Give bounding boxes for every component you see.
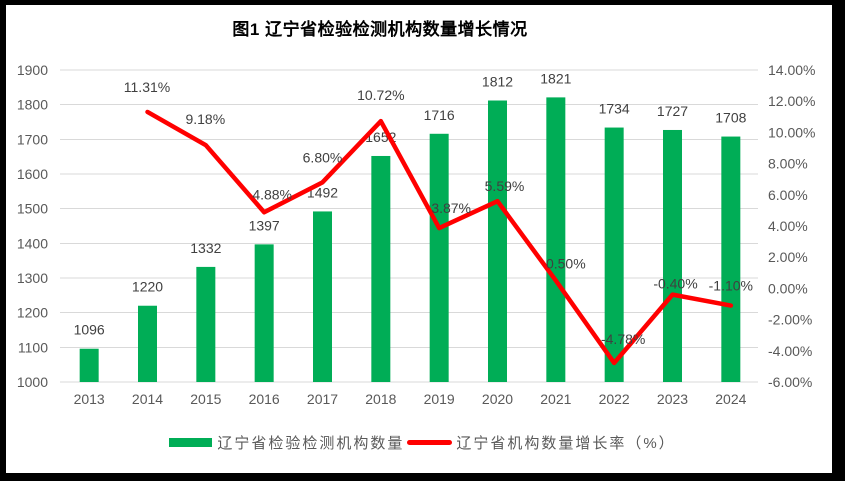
y-right-tick-label: 10.00% — [768, 124, 815, 140]
bar-label-2024: 1708 — [715, 110, 746, 126]
legend-bar-swatch-icon — [169, 437, 213, 447]
bar-label-2013: 1096 — [74, 322, 105, 338]
bar-2014 — [138, 305, 157, 382]
y-left-tick-label: 1700 — [17, 131, 48, 147]
line-label-2023: -0.40% — [653, 276, 697, 292]
y-left-tick-label: 1300 — [17, 270, 48, 286]
bar-2013 — [79, 348, 99, 382]
bar-2022 — [604, 127, 624, 383]
y-left-tick-label: 1200 — [17, 305, 48, 321]
y-right-tick-label: -4.00% — [768, 343, 812, 359]
bar-label-2023: 1727 — [657, 103, 688, 119]
legend-item-bars: 辽宁省检验检测机构数量 — [169, 432, 404, 453]
y-right-tick-label: 12.00% — [768, 93, 815, 109]
legend-line-swatch-icon — [407, 439, 453, 445]
x-tick-label: 2023 — [657, 391, 688, 407]
x-tick-label: 2022 — [599, 391, 630, 407]
growth-rate-line — [145, 109, 734, 366]
chart-title: 图1 辽宁省检验检测机构数量增长情况 — [232, 20, 528, 39]
x-tick-label: 2013 — [74, 391, 105, 407]
y-left-tick-label: 1000 — [17, 374, 48, 390]
bar-2018 — [371, 155, 391, 382]
bar-2023 — [663, 129, 682, 382]
bar-label-2020: 1812 — [482, 74, 513, 90]
x-tick-label: 2014 — [132, 391, 163, 407]
chart-legend: 辽宁省检验检测机构数量 辽宁省机构数量增长率（%） — [0, 432, 845, 452]
y-left-tick-label: 1800 — [17, 97, 48, 113]
x-tick-label: 2019 — [424, 391, 455, 407]
bar-label-2021: 1821 — [540, 70, 571, 86]
y-right-tick-label: 14.00% — [768, 62, 815, 78]
y-right-tick-label: 6.00% — [768, 187, 808, 203]
line-label-2018: 10.72% — [357, 87, 404, 103]
x-tick-label: 2015 — [190, 391, 221, 407]
bar-2015 — [196, 266, 216, 382]
y-right-tick-label: -6.00% — [768, 374, 812, 390]
line-label-2015: 9.18% — [185, 111, 225, 127]
bar-2020 — [488, 100, 507, 383]
y-right-tick-label: 4.00% — [768, 218, 808, 234]
line-label-2022: -4.78% — [601, 331, 645, 347]
bar-2024 — [721, 136, 741, 382]
legend-bar-label: 辽宁省检验检测机构数量 — [217, 434, 405, 452]
bar-label-2022: 1734 — [599, 101, 630, 117]
bar-label-2019: 1716 — [424, 107, 455, 123]
y-left-tick-label: 1500 — [17, 201, 48, 217]
line-label-2020: 5.59% — [485, 178, 525, 194]
line-label-2016: 4.88% — [252, 186, 292, 202]
line-label-2014: 11.31% — [124, 79, 170, 95]
line-label-2021: 0.50% — [546, 256, 586, 272]
x-tick-label: 2017 — [307, 391, 338, 407]
bar-label-2014: 1220 — [132, 279, 163, 295]
bar-2017 — [313, 211, 332, 382]
x-tick-label: 2024 — [715, 391, 746, 407]
legend-line-label: 辽宁省机构数量增长率（%） — [456, 434, 676, 452]
bar-2021 — [546, 97, 566, 383]
legend-item-line: 辽宁省机构数量增长率（%） — [404, 432, 675, 453]
y-right-tick-label: -2.00% — [768, 312, 812, 328]
y-right-tick-label: 8.00% — [768, 156, 808, 172]
bar-2019 — [429, 133, 449, 382]
x-tick-label: 2016 — [249, 391, 280, 407]
y-right-tick-label: 0.00% — [768, 280, 808, 296]
line-label-2024: -1.10% — [709, 278, 753, 294]
y-left-tick-label: 1400 — [17, 235, 48, 251]
line-label-2019: 3.87% — [431, 200, 471, 216]
y-left-tick-label: 1900 — [17, 62, 48, 78]
bar-label-2015: 1332 — [190, 240, 221, 256]
bar-label-2016: 1397 — [249, 217, 280, 233]
line-label-2017: 6.80% — [303, 149, 343, 165]
y-right-tick-label: 2.00% — [768, 249, 808, 265]
x-tick-label: 2021 — [540, 391, 571, 407]
bar-2016 — [254, 244, 274, 382]
y-left-tick-label: 1100 — [18, 339, 48, 355]
x-tick-label: 2018 — [365, 391, 396, 407]
x-tick-label: 2020 — [482, 391, 513, 407]
y-left-tick-label: 1600 — [17, 166, 48, 182]
